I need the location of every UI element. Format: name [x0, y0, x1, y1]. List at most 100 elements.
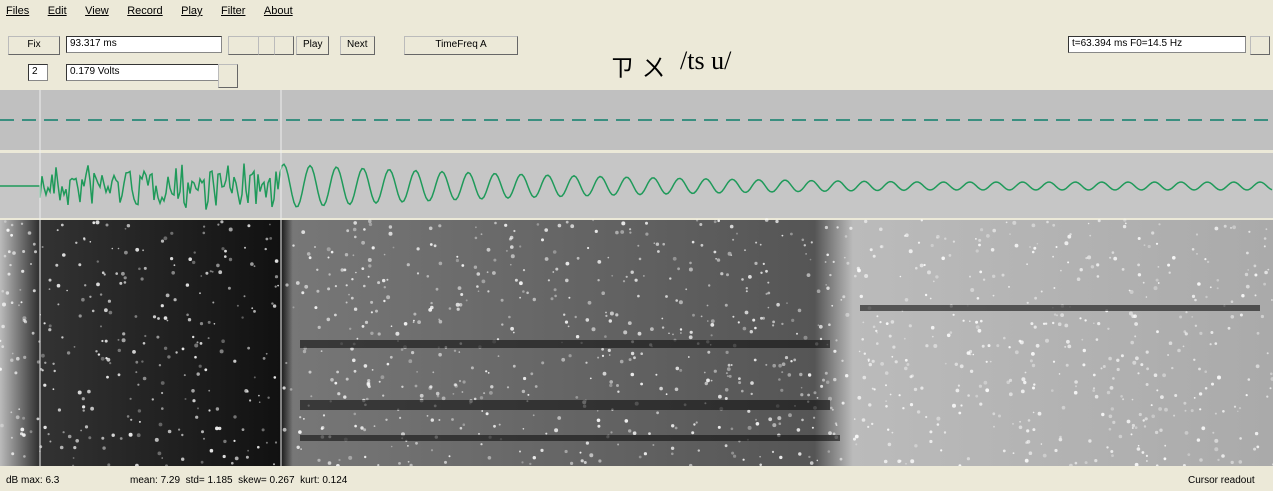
spectrogram-dot — [752, 318, 756, 322]
spectrogram-dot — [1033, 325, 1037, 329]
spectrogram-dot — [759, 455, 761, 458]
spectrogram-dot — [243, 295, 246, 298]
spectrogram-dot — [1110, 450, 1114, 453]
spectrogram-dot — [356, 337, 359, 340]
spectrogram-dot — [1130, 340, 1134, 345]
spectrogram-dot — [966, 457, 971, 461]
spectrogram-dot — [1130, 433, 1133, 436]
spectrogram-dot — [970, 288, 975, 292]
spectrogram-dot — [1138, 412, 1142, 417]
spectrogram-dot — [1198, 392, 1203, 396]
spectrogram-dot — [765, 269, 768, 273]
menu-item[interactable]: Record — [127, 5, 163, 17]
spectrogram-dot — [448, 307, 452, 310]
menu-item[interactable]: About — [263, 5, 293, 17]
spectrogram-dot — [175, 351, 178, 354]
spectrogram-dot — [23, 355, 27, 359]
menu-item[interactable]: Edit — [47, 5, 67, 17]
spectrogram-dot — [908, 324, 912, 328]
spectrogram-dot — [522, 269, 526, 272]
spectrogram-dot — [872, 254, 876, 258]
spectrogram-dot — [392, 246, 395, 249]
voltage-field[interactable]: 0.179 Volts — [66, 64, 222, 81]
menu-item[interactable]: Files — [6, 5, 30, 17]
spectrogram-dot — [1023, 380, 1027, 385]
spectrogram-dot — [975, 325, 980, 329]
spectrogram-dot — [733, 454, 737, 458]
spectrogram-dot — [959, 364, 964, 369]
spectrogram-dot — [728, 374, 732, 378]
spectrogram-dot — [1054, 448, 1058, 453]
spectrogram-dot — [135, 371, 138, 374]
menu-item[interactable]: Filter — [221, 5, 246, 17]
readout-button[interactable] — [1250, 36, 1270, 55]
spectrogram-dot — [310, 395, 313, 398]
spectrogram-dot — [22, 318, 26, 322]
spectrogram-dot — [285, 283, 289, 287]
spectrogram-dot — [487, 372, 490, 374]
spectrogram-dot — [496, 338, 500, 341]
time-field[interactable]: 93.317 ms — [66, 36, 222, 53]
spectrogram-dot — [367, 385, 371, 389]
spectrogram-dot — [891, 355, 894, 358]
spectrogram-dot — [645, 221, 648, 225]
spectrogram-dot — [1124, 222, 1127, 225]
spectrogram-dot — [541, 361, 545, 365]
spectrogram-dot — [138, 267, 141, 271]
timefreq-button[interactable]: TimeFreq A — [404, 36, 518, 55]
spectrogram-dot — [29, 430, 33, 434]
spectrogram-dot — [903, 337, 906, 340]
spectrogram-dot — [1081, 338, 1084, 341]
spectrogram-dot — [842, 295, 846, 299]
spectrogram-dot — [142, 249, 145, 252]
spectrogram-dot — [90, 406, 94, 411]
spectrogram-dot — [1112, 377, 1115, 380]
spectrogram-dot — [811, 426, 814, 429]
channel-field[interactable]: 2 — [28, 64, 48, 81]
spectrogram-dot — [303, 418, 305, 420]
spectrogram-dot — [943, 431, 947, 434]
spectrogram-dot — [867, 425, 870, 428]
spectrogram-dot — [43, 425, 47, 430]
spectrogram-dot — [927, 270, 931, 275]
spectrogram-dot — [605, 311, 607, 314]
spectrogram-dot — [436, 394, 440, 398]
spectrogram-dot — [1230, 460, 1234, 465]
spectrogram-dot — [977, 328, 982, 333]
spectrogram-dot — [689, 463, 693, 466]
spectrogram-dot — [1134, 462, 1139, 466]
spectrogram-dot — [980, 228, 984, 232]
spectrogram-dot — [671, 452, 674, 456]
spectrogram-dot — [1155, 464, 1159, 466]
spectrogram-dot — [273, 376, 277, 379]
menu-item[interactable]: View — [85, 5, 109, 17]
spectrogram-dot — [1157, 282, 1160, 284]
spin[interactable] — [218, 64, 238, 88]
spectrogram-dot — [48, 328, 52, 332]
spectrogram-dot — [354, 235, 357, 239]
spectrogram-dot — [610, 431, 613, 434]
spectrogram-dot — [748, 275, 752, 279]
menu-item[interactable]: Play — [181, 5, 203, 17]
spectrogram-dot — [1216, 287, 1219, 290]
spectrogram-dot — [913, 387, 918, 392]
fix-button[interactable]: Fix — [8, 36, 60, 55]
spectrogram-dot — [216, 263, 220, 268]
spectrogram-dot — [1164, 444, 1167, 447]
spectrogram-dot — [687, 356, 690, 358]
spectrogram-dot — [106, 375, 109, 379]
spectrogram-dot — [458, 351, 461, 353]
spectrogram-dot — [355, 271, 357, 274]
spectrogram-dot — [327, 256, 330, 259]
spectrogram-dot — [869, 248, 873, 252]
spectrogram-dot — [936, 234, 940, 239]
spectrogram-dot — [1020, 389, 1025, 394]
next-button[interactable]: Next — [340, 36, 375, 55]
next-arrow-button[interactable] — [274, 36, 294, 55]
spectrogram-dot — [1227, 326, 1231, 330]
spectrogram-dot — [99, 293, 103, 296]
spectrogram-dot — [672, 333, 674, 336]
spectrogram-dot — [585, 441, 590, 445]
spectrogram-dot — [1134, 426, 1138, 429]
play-button[interactable]: Play — [296, 36, 330, 55]
